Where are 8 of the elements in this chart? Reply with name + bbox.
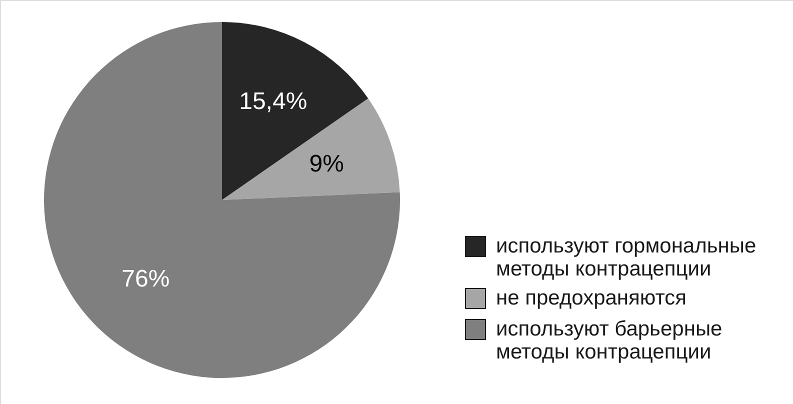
pie-slice <box>222 22 368 200</box>
data-label: 15,4% <box>239 88 308 116</box>
pie-slice <box>44 22 400 378</box>
data-label: 76% <box>122 266 170 293</box>
legend-label: используют гормональные методы контрацепции <box>496 234 756 280</box>
legend-label: используют барьерные методы контрацепции <box>496 318 722 364</box>
legend-label: не предохраняются <box>496 286 686 310</box>
data-label: 9% <box>309 150 344 178</box>
